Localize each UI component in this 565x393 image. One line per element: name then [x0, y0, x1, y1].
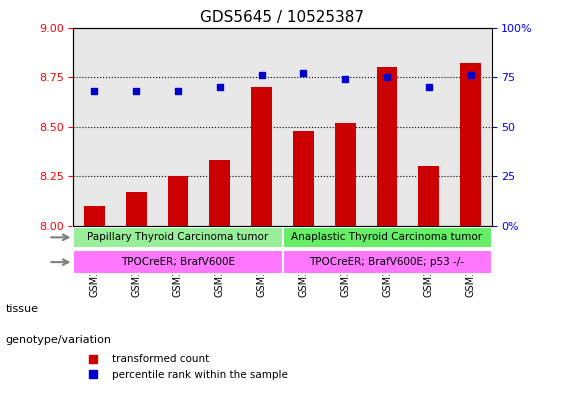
- Text: genotype/variation: genotype/variation: [6, 335, 112, 345]
- Text: Papillary Thyroid Carcinoma tumor: Papillary Thyroid Carcinoma tumor: [88, 232, 268, 242]
- Bar: [377, 67, 398, 226]
- Text: TPOCreER; BrafV600E; p53 -/-: TPOCreER; BrafV600E; p53 -/-: [310, 257, 464, 267]
- Point: [257, 72, 266, 78]
- Point: [299, 70, 308, 76]
- Bar: [167, 176, 189, 226]
- Point: [132, 88, 141, 94]
- Bar: [73, 250, 282, 274]
- Bar: [418, 166, 440, 226]
- Point: [466, 72, 475, 78]
- Bar: [282, 250, 492, 274]
- Point: [424, 84, 433, 90]
- Bar: [293, 130, 314, 226]
- Bar: [282, 227, 492, 248]
- Bar: [73, 227, 282, 248]
- Point: [90, 88, 99, 94]
- Bar: [251, 87, 272, 226]
- Bar: [460, 63, 481, 226]
- Point: [341, 76, 350, 82]
- Bar: [125, 192, 147, 226]
- Point: [215, 84, 224, 90]
- Text: TPOCreER; BrafV600E: TPOCreER; BrafV600E: [121, 257, 235, 267]
- Point: [383, 74, 392, 80]
- Text: tissue: tissue: [6, 303, 38, 314]
- Bar: [209, 160, 231, 226]
- Bar: [84, 206, 105, 226]
- Bar: [334, 123, 356, 226]
- Point: [173, 88, 182, 94]
- Legend: transformed count, percentile rank within the sample: transformed count, percentile rank withi…: [79, 350, 292, 384]
- Title: GDS5645 / 10525387: GDS5645 / 10525387: [201, 10, 364, 25]
- Text: Anaplastic Thyroid Carcinoma tumor: Anaplastic Thyroid Carcinoma tumor: [292, 232, 483, 242]
